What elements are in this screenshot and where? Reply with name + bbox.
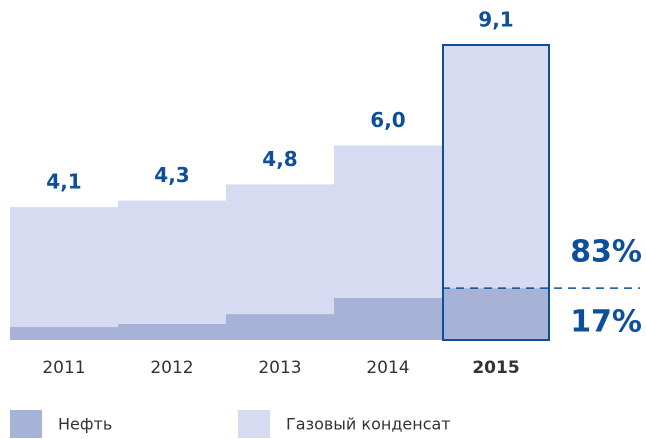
x-tick-label: 2013 <box>258 358 301 378</box>
bar-segment <box>334 297 442 340</box>
bar-segment <box>118 200 226 324</box>
bar-segment <box>226 184 334 315</box>
x-tick-label: 2015 <box>472 358 519 378</box>
highlight-border <box>442 44 550 341</box>
x-tick-label: 2011 <box>42 358 85 378</box>
total-label: 6,0 <box>370 108 405 132</box>
legend-swatch <box>10 410 42 438</box>
bar-segment <box>442 45 550 289</box>
x-tick-label: 2014 <box>366 358 409 378</box>
bar-segment <box>118 323 226 340</box>
legend-label: Газовый конденсат <box>286 415 451 434</box>
share-label: 17% <box>570 305 642 340</box>
total-label: 4,3 <box>154 163 189 187</box>
legend-swatch <box>238 410 270 438</box>
bar-segment <box>442 288 550 340</box>
total-label: 4,8 <box>262 147 297 171</box>
x-tick-label: 2012 <box>150 358 193 378</box>
bar-segment <box>226 314 334 340</box>
bar-segment <box>10 327 118 340</box>
total-label: 4,1 <box>46 170 81 194</box>
legend-label: Нефть <box>58 415 112 434</box>
bar-segment <box>334 145 442 298</box>
share-label: 83% <box>570 235 642 270</box>
total-label: 9,1 <box>478 8 513 32</box>
bar-segment <box>10 207 118 328</box>
